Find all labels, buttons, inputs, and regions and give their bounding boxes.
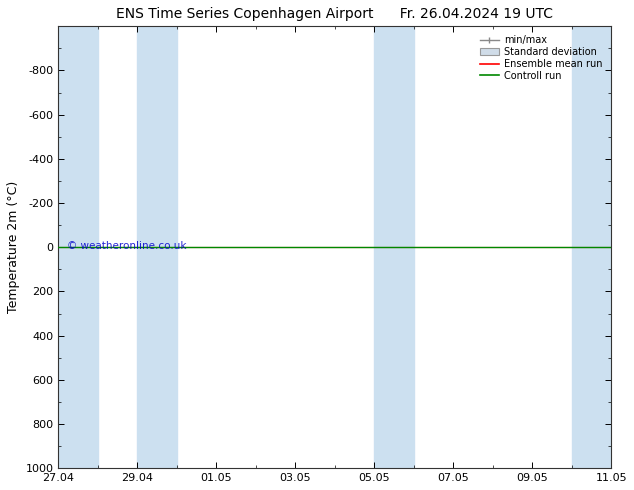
Bar xyxy=(572,26,611,468)
Bar xyxy=(138,26,177,468)
Bar xyxy=(58,26,98,468)
Bar xyxy=(374,26,414,468)
Title: ENS Time Series Copenhagen Airport      Fr. 26.04.2024 19 UTC: ENS Time Series Copenhagen Airport Fr. 2… xyxy=(116,7,553,21)
Y-axis label: Temperature 2m (°C): Temperature 2m (°C) xyxy=(7,181,20,314)
Text: © weatheronline.co.uk: © weatheronline.co.uk xyxy=(67,242,186,251)
Legend: min/max, Standard deviation, Ensemble mean run, Controll run: min/max, Standard deviation, Ensemble me… xyxy=(476,31,606,85)
